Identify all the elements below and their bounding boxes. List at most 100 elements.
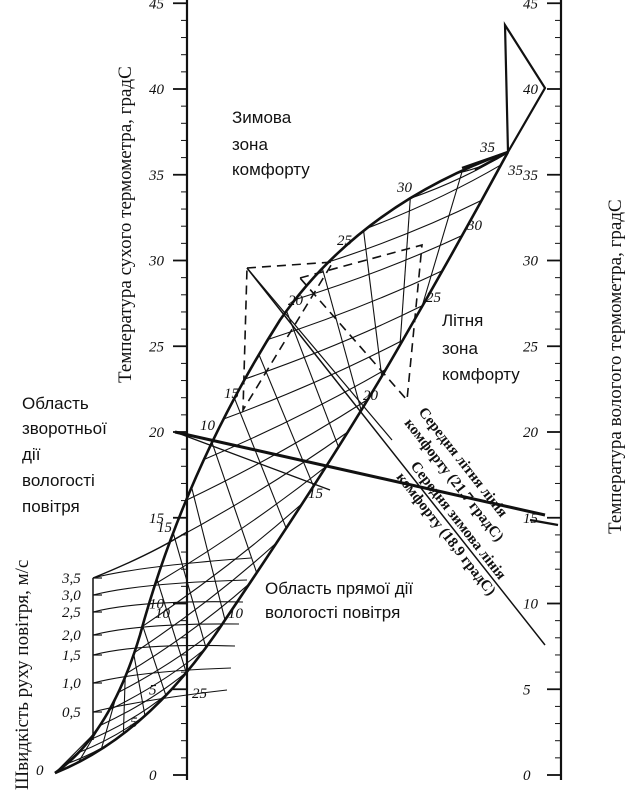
grid-line-b <box>211 442 258 573</box>
grid-line-b <box>399 198 411 346</box>
wet-bulb-tick-label-40: 40 <box>523 82 539 98</box>
grid-label-left-15b: 15 <box>224 386 240 402</box>
winter-mean-comfort-line <box>246 267 546 646</box>
air-speed-tick-label-2,5: 2,5 <box>62 605 81 621</box>
wet-bulb-tick-label-5: 5 <box>523 682 531 698</box>
air-speed-curve <box>92 667 232 684</box>
wet-bulb-tick-label-30: 30 <box>522 254 539 270</box>
grid-line-a <box>328 199 482 263</box>
air-speed-ticks: 0 0,5 1,0 1,5 2,0 2,53,03,5 <box>36 571 102 779</box>
grid-label-right-30: 30 <box>466 218 483 234</box>
grid-line-b <box>191 487 226 621</box>
air-speed-tick-label-3,0: 3,0 <box>61 588 81 604</box>
dry-bulb-ticks: 0 5 10 15 20 25 30 35 40 45 <box>148 0 187 784</box>
grid-label-right-10: 10 <box>200 418 216 434</box>
dry-bulb-tick-label-40: 40 <box>149 82 165 98</box>
svg-text:зона: зона <box>232 135 268 154</box>
air-speed-axis-title: Швидкість руху повітря, м/с <box>12 560 33 790</box>
grid-label-left-15: 15 <box>157 520 173 536</box>
dry-bulb-axis-title: Температура сухого термометра, градС <box>115 66 136 383</box>
grid-line-a <box>133 542 278 654</box>
grid-line-a <box>118 623 223 693</box>
grid-line-b <box>233 397 287 529</box>
wet-bulb-ticks: 0 5 10 15 20 25 30 35 40 45 <box>522 0 561 784</box>
svg-text:Літня: Літня <box>442 311 483 330</box>
wet-bulb-tick-label-20: 20 <box>523 425 539 441</box>
nomogram-lower-boundary <box>54 151 510 775</box>
grid-label-left-35: 35 <box>479 140 496 156</box>
wet-bulb-axis-title: Температура вологого термометра, градС <box>605 199 626 534</box>
air-speed-tick-label-0: 0 <box>36 763 44 779</box>
grid-line-b <box>142 625 167 696</box>
grid-line-a <box>185 399 369 501</box>
grid-label-left-30: 30 <box>396 180 413 196</box>
air-speed-tick-label-1,5: 1,5 <box>62 648 81 664</box>
reverse-humidity-label: Область зворотньої дії вологості повітря <box>22 394 107 516</box>
svg-text:Область: Область <box>22 394 89 413</box>
direct-humidity-label: Область прямої дії вологості повітря <box>265 579 413 622</box>
grid-labels: 5 10 15 15 20 25 30 35 10 10 15 20 25 30… <box>130 140 524 731</box>
grid-line-b <box>172 532 207 648</box>
grid-line-b <box>258 354 315 487</box>
grid-line-a <box>67 727 131 765</box>
summer-mean-comfort-line <box>174 430 546 517</box>
winter-zone-diagonal <box>246 267 393 441</box>
summer-mean-comfort-tail <box>529 518 559 527</box>
air-speed-curve <box>92 644 236 656</box>
dry-bulb-tick-label-5: 5 <box>149 682 157 698</box>
air-speed-curve <box>92 689 228 713</box>
dry-bulb-tick-label-20: 20 <box>149 425 165 441</box>
air-speed-curve <box>92 557 252 579</box>
grid-label-left-10: 10 <box>155 606 171 622</box>
wet-bulb-tick-label-0: 0 <box>523 768 531 784</box>
dry-bulb-tick-label-10: 10 <box>149 597 165 613</box>
wet-bulb-tick-label-45: 45 <box>523 0 539 12</box>
svg-text:зона: зона <box>442 339 478 358</box>
grid-label-right-15: 15 <box>308 486 324 502</box>
air-speed-curve <box>92 623 240 636</box>
svg-text:дії: дії <box>22 445 41 464</box>
nomogram-tip-fill <box>461 150 509 172</box>
grid-line-b <box>100 697 117 750</box>
grid-line-a <box>203 368 387 461</box>
grid-line-a <box>223 339 404 420</box>
svg-text:Область прямої дії: Область прямої дії <box>265 579 413 598</box>
svg-text:комфорту: комфорту <box>232 160 310 179</box>
grid-line-b <box>156 578 187 673</box>
grid-line-a <box>169 431 349 543</box>
winter-zone-label: Зимова зона комфорту <box>232 108 310 179</box>
svg-text:комфорту: комфорту <box>442 365 520 384</box>
dry-bulb-tick-label-0: 0 <box>149 768 157 784</box>
air-speed-curve <box>92 601 244 613</box>
wet-bulb-tick-label-15: 15 <box>523 511 539 527</box>
grid-line-a <box>109 648 206 711</box>
air-speed-tick-label-3,5: 3,5 <box>61 571 81 587</box>
dry-bulb-tick-label-45: 45 <box>149 0 165 12</box>
svg-text:вологості повітря: вологості повітря <box>265 603 400 622</box>
winter-comfort-zone-outline <box>242 261 335 413</box>
dry-bulb-tick-label-35: 35 <box>148 168 165 184</box>
grid-line-a <box>294 235 463 301</box>
grid-label-right-25: 25 <box>426 290 442 306</box>
grid-line-a <box>126 583 250 674</box>
grid-label-bottom-25: 25 <box>192 686 208 702</box>
air-speed-top-curve <box>92 531 188 579</box>
grid-label-left-25: 25 <box>337 233 353 249</box>
grid-line-b <box>421 170 463 308</box>
wet-bulb-tick-label-35: 35 <box>522 168 539 184</box>
svg-text:вологості: вологості <box>22 471 95 490</box>
dry-bulb-tick-label-30: 30 <box>148 254 165 270</box>
grid-line-b <box>363 230 383 377</box>
nomogram-upper-boundary <box>54 150 509 775</box>
grid-label-left-20: 20 <box>288 293 304 309</box>
summer-zone-label: Літня зона комфорту <box>442 311 520 384</box>
grid-line-b <box>133 654 146 716</box>
svg-text:Зимова: Зимова <box>232 108 292 127</box>
grid-label-left-5: 5 <box>130 715 138 731</box>
nomogram-tip <box>503 21 547 153</box>
summer-comfort-zone-outline <box>299 243 423 402</box>
lower-connector-line <box>174 431 331 491</box>
grid-label-right-20: 20 <box>363 388 379 404</box>
air-speed-tick-label-2,0: 2,0 <box>62 628 81 644</box>
